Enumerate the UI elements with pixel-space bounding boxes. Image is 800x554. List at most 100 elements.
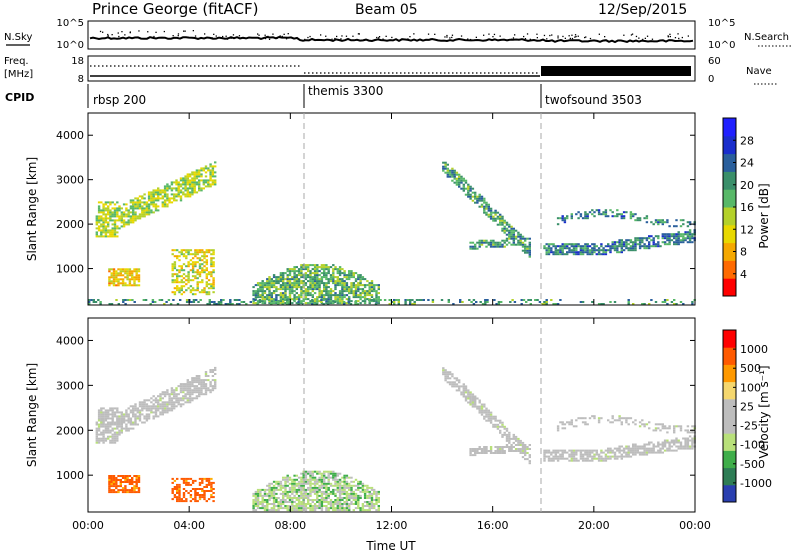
data-cell — [136, 205, 139, 208]
data-cell — [182, 403, 185, 406]
data-cell — [645, 239, 649, 242]
data-cell — [161, 197, 164, 200]
data-cell — [159, 411, 162, 414]
data-cell — [95, 231, 98, 234]
data-cell — [233, 299, 237, 301]
data-cell — [581, 249, 585, 252]
data-cell — [276, 303, 280, 305]
data-cell — [117, 272, 120, 275]
freq-unit-label: [MHz] — [4, 69, 33, 80]
data-cell — [125, 415, 128, 418]
data-cell — [368, 294, 371, 297]
data-cell — [268, 292, 271, 295]
data-cell — [196, 271, 199, 274]
data-cell — [122, 419, 126, 422]
data-cell — [108, 483, 111, 485]
data-cell — [118, 215, 121, 218]
data-cell — [309, 278, 312, 281]
data-cell — [252, 298, 255, 301]
data-cell — [348, 290, 351, 293]
data-cell — [209, 371, 212, 373]
data-cell — [207, 379, 210, 382]
data-cell — [125, 215, 128, 218]
data-cell — [205, 267, 208, 270]
data-cell — [212, 285, 215, 288]
data-cell — [503, 241, 506, 244]
data-cell — [209, 185, 212, 188]
data-cell — [307, 507, 310, 510]
data-cell — [97, 411, 101, 414]
data-cell — [261, 280, 264, 283]
data-cell — [325, 494, 328, 497]
data-cell — [561, 427, 564, 430]
data-cell — [480, 413, 484, 416]
data-cell — [332, 503, 335, 505]
data-cell — [172, 299, 175, 301]
data-cell — [593, 457, 596, 460]
data-cell — [161, 403, 164, 406]
data-cell — [377, 490, 380, 493]
data-cell — [173, 281, 177, 284]
data-cell — [198, 179, 201, 182]
data-cell — [670, 449, 674, 452]
data-cell — [499, 243, 502, 246]
data-cell — [514, 435, 518, 438]
data-cell — [202, 169, 205, 172]
data-cell — [184, 395, 187, 398]
data-cell — [338, 478, 342, 481]
data-cell — [143, 209, 146, 212]
data-cell — [547, 243, 551, 246]
data-cell — [126, 270, 129, 273]
data-cell — [175, 195, 178, 198]
data-cell — [607, 447, 610, 450]
data-cell — [137, 481, 141, 483]
data-cell — [297, 301, 300, 303]
data-cell — [109, 215, 112, 218]
data-cell — [620, 217, 623, 220]
data-cell — [293, 482, 296, 485]
data-cell — [366, 298, 369, 301]
data-cell — [179, 403, 183, 406]
data-cell — [307, 488, 310, 491]
data-cell — [108, 282, 111, 285]
data-cell — [207, 249, 211, 252]
data-cell — [134, 407, 137, 410]
noise-search-point — [352, 35, 354, 37]
data-cell — [207, 287, 211, 290]
data-cell — [152, 203, 155, 206]
data-cell — [332, 278, 335, 281]
data-cell — [377, 497, 380, 499]
data-cell — [128, 483, 132, 485]
data-cell — [620, 243, 623, 246]
data-cell — [284, 278, 287, 281]
data-cell — [370, 296, 374, 299]
data-cell — [205, 263, 208, 266]
data-cell — [318, 284, 321, 287]
data-cell — [568, 249, 571, 252]
data-cell — [487, 415, 490, 418]
colorbar-swatch — [723, 118, 736, 137]
data-cell — [100, 409, 103, 412]
data-cell — [686, 439, 690, 442]
data-cell — [447, 301, 450, 303]
data-cell — [268, 484, 271, 487]
data-cell — [309, 282, 312, 285]
data-cell — [688, 439, 692, 442]
data-cell — [366, 488, 369, 491]
data-cell — [104, 213, 108, 216]
noise-search-point — [524, 38, 527, 40]
data-cell — [261, 501, 264, 503]
data-cell — [485, 207, 488, 210]
power-y-label: Slant Range [km] — [25, 157, 39, 261]
data-cell — [211, 169, 215, 172]
data-cell — [214, 175, 217, 178]
data-cell — [152, 195, 155, 198]
data-cell — [254, 503, 258, 505]
data-cell — [126, 491, 129, 494]
data-cell — [202, 167, 205, 170]
data-cell — [682, 223, 685, 226]
data-cell — [193, 187, 196, 190]
data-cell — [137, 489, 141, 492]
data-cell — [173, 391, 176, 394]
data-cell — [460, 175, 463, 178]
